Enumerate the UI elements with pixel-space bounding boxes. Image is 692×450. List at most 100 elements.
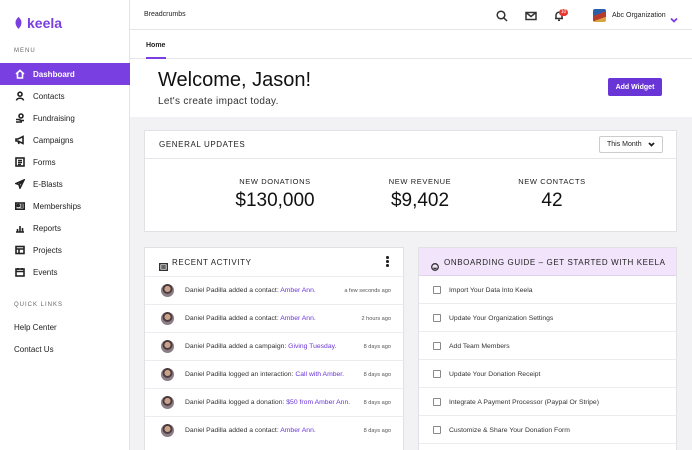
checkbox[interactable]	[433, 370, 441, 378]
onboarding-item[interactable]: Customize & Share Your Donation Form	[419, 416, 678, 444]
welcome-banner: Welcome, Jason! Let's create impact toda…	[130, 59, 692, 117]
sidebar-item-fundraising[interactable]: Fundraising	[0, 107, 130, 129]
person-icon	[14, 91, 25, 102]
sidebar-item-label: Dashboard	[33, 69, 75, 79]
sidebar-item-projects[interactable]: Projects	[0, 239, 130, 261]
onboarding-item-label: Integrate A Payment Processor (Paypal Or…	[449, 399, 599, 406]
sidebar-item-contacts[interactable]: Contacts	[0, 85, 130, 107]
sidebar-item-dashboard[interactable]: Dashboard	[0, 63, 130, 85]
stat-label: NEW REVENUE	[388, 177, 452, 186]
sidebar-item-label: Fundraising	[33, 113, 75, 123]
sidebar-item-label: Contacts	[33, 91, 65, 101]
activity-link[interactable]: $50 from Amber Ann.	[286, 399, 351, 406]
onboarding-guide-card: ONBOARDING GUIDE – GET STARTED WITH KEEL…	[418, 247, 678, 450]
add-widget-button[interactable]: Add Widget	[608, 78, 662, 96]
onboarding-item[interactable]: Add Team Members	[419, 332, 678, 360]
checkbox[interactable]	[433, 426, 441, 434]
checkbox[interactable]	[433, 342, 441, 350]
period-select[interactable]: This Month	[599, 136, 663, 153]
activity-text: Daniel Padilla added a campaign: Giving …	[185, 343, 337, 350]
activity-row: Daniel Padilla added a contact: Amber An…	[145, 304, 405, 332]
megaphone-icon	[14, 135, 25, 146]
org-avatar[interactable]	[593, 9, 606, 22]
page-subtitle: Let's create impact today.	[158, 96, 279, 107]
general-updates-card: GENERAL UPDATES This Month NEW DONATIONS…	[144, 130, 677, 232]
activity-time: 8 days ago	[363, 400, 391, 406]
sidebar-item-label: Forms	[33, 157, 56, 167]
bar-chart-icon	[14, 223, 25, 234]
chevron-down-icon[interactable]	[670, 11, 678, 23]
sidebar-item-reports[interactable]: Reports	[0, 217, 130, 239]
page-title: Welcome, Jason!	[158, 69, 312, 91]
card-title: RECENT ACTIVITY	[172, 258, 252, 267]
sidebar-item-campaigns[interactable]: Campaigns	[0, 129, 130, 151]
org-name[interactable]: Abc Organization	[612, 12, 666, 19]
search-icon[interactable]	[496, 9, 508, 22]
keela-logo[interactable]: keela	[14, 15, 62, 31]
quick-links: Help Center Contact Us	[0, 316, 130, 360]
sidebar-item-eblasts[interactable]: E-Blasts	[0, 173, 130, 195]
smile-icon	[431, 258, 439, 271]
avatar	[161, 340, 174, 353]
breadcrumb[interactable]: Breadcrumbs	[144, 11, 186, 18]
stat-value: $9,402	[390, 190, 450, 211]
keela-leaf-icon	[15, 17, 22, 29]
onboarding-item[interactable]: Update Your Organization Settings	[419, 304, 678, 332]
sidebar-item-label: Events	[33, 267, 58, 277]
avatar	[161, 424, 174, 437]
sidebar-nav: Dashboard Contacts Fundraising Campaigns…	[0, 63, 130, 283]
onboarding-item-label: Update Your Organization Settings	[449, 315, 554, 322]
activity-link[interactable]: Call with Amber.	[295, 371, 345, 378]
sidebar: keela MENU Dashboard Contacts Fundraisin…	[0, 0, 130, 450]
chevron-down-icon	[648, 142, 655, 147]
activity-link[interactable]: Amber Ann.	[280, 287, 316, 294]
card-title: ONBOARDING GUIDE – GET STARTED WITH KEEL…	[444, 258, 666, 267]
more-options-icon[interactable]	[386, 256, 390, 268]
calendar-icon	[14, 267, 25, 278]
stat-value: $130,000	[235, 190, 315, 211]
activity-link[interactable]: Giving Tuesday.	[288, 343, 337, 350]
tab-bar: Home	[130, 30, 692, 59]
onboarding-item[interactable]: Integrate A Payment Processor (Paypal Or…	[419, 388, 678, 416]
quick-links-heading: QUICK LINKS	[14, 302, 64, 308]
onboarding-item[interactable]: Update Your Donation Receipt	[419, 360, 678, 388]
activity-text: Daniel Padilla logged a donation: $50 fr…	[185, 399, 351, 406]
onboarding-item-label: Import Your Data Into Keela	[449, 287, 533, 294]
onboarding-item[interactable]: Import Your Data Into Keela	[419, 276, 678, 304]
activity-link[interactable]: Amber Ann.	[280, 427, 316, 434]
home-icon	[14, 69, 25, 80]
card-title: GENERAL UPDATES	[159, 140, 246, 149]
activity-time: a few seconds ago	[344, 288, 391, 294]
list-icon	[158, 258, 168, 271]
avatar	[161, 396, 174, 409]
period-value: This Month	[607, 141, 642, 148]
menu-heading: MENU	[14, 48, 36, 54]
checkbox[interactable]	[433, 398, 441, 406]
onboarding-header: ONBOARDING GUIDE – GET STARTED WITH KEEL…	[419, 248, 676, 276]
quick-link-help-center[interactable]: Help Center	[14, 322, 57, 332]
activity-time: 8 days ago	[363, 428, 391, 434]
checkbox[interactable]	[433, 314, 441, 322]
stat-label: NEW CONTACTS	[518, 177, 586, 186]
activity-time: 8 days ago	[363, 372, 391, 378]
activity-text: Daniel Padilla added a contact: Amber An…	[185, 287, 316, 294]
sidebar-item-label: Memberships	[33, 201, 82, 211]
stat-new-donations: NEW DONATIONS $130,000	[230, 177, 320, 212]
folder-icon	[14, 245, 25, 256]
quick-link-contact-us[interactable]: Contact Us	[14, 344, 54, 354]
sidebar-item-events[interactable]: Events	[0, 261, 130, 283]
onboarding-item-label: Update Your Donation Receipt	[449, 371, 541, 378]
tab-home[interactable]: Home	[146, 42, 166, 49]
checkbox[interactable]	[433, 286, 441, 294]
activity-row: Daniel Padilla added a campaign: Giving …	[145, 332, 405, 360]
activity-link[interactable]: Amber Ann.	[280, 315, 316, 322]
sidebar-item-forms[interactable]: Forms	[0, 151, 130, 173]
sidebar-item-memberships[interactable]: Memberships	[0, 195, 130, 217]
activity-time: 8 days ago	[363, 344, 391, 350]
sidebar-item-label: E-Blasts	[33, 179, 63, 189]
activity-text: Daniel Padilla added a contact: Amber An…	[185, 315, 316, 322]
sidebar-item-label: Campaigns	[33, 135, 74, 145]
mail-icon[interactable]	[525, 9, 537, 21]
activity-row: Daniel Padilla added a contact: Amber An…	[145, 416, 405, 444]
activity-time: 2 hours ago	[361, 316, 391, 322]
